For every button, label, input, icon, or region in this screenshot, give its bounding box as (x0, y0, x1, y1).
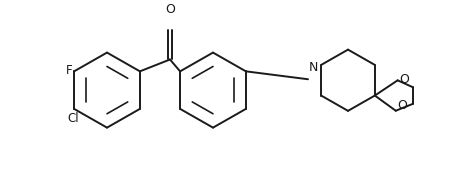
Text: O: O (399, 73, 409, 86)
Text: Cl: Cl (67, 112, 79, 125)
Text: F: F (66, 64, 72, 77)
Text: O: O (165, 3, 175, 16)
Text: N: N (308, 61, 318, 74)
Text: O: O (397, 99, 407, 112)
